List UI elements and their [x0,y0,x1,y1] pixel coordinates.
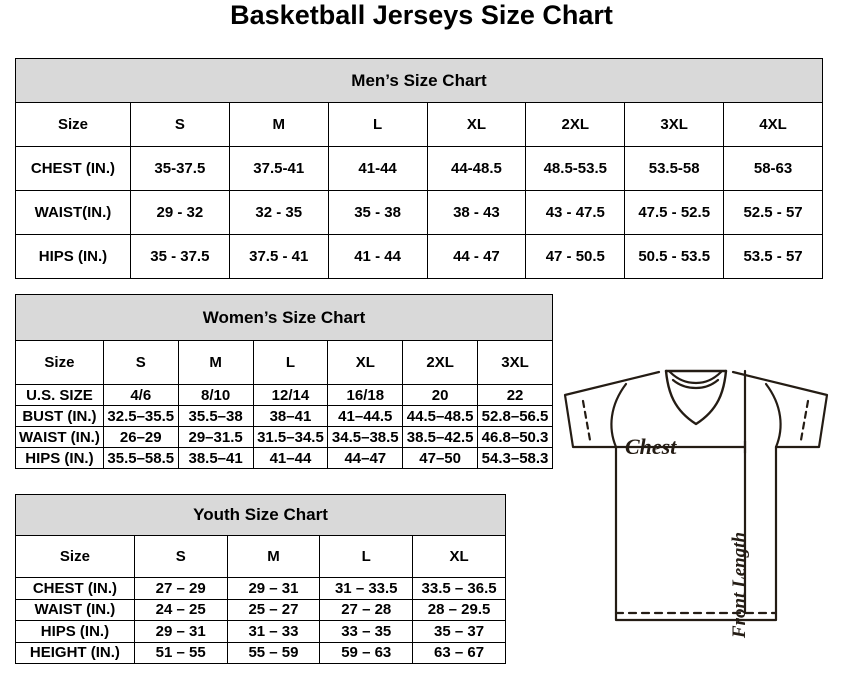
svg-text:Front Length: Front Length [729,532,750,639]
svg-text:Chest: Chest [625,434,677,459]
